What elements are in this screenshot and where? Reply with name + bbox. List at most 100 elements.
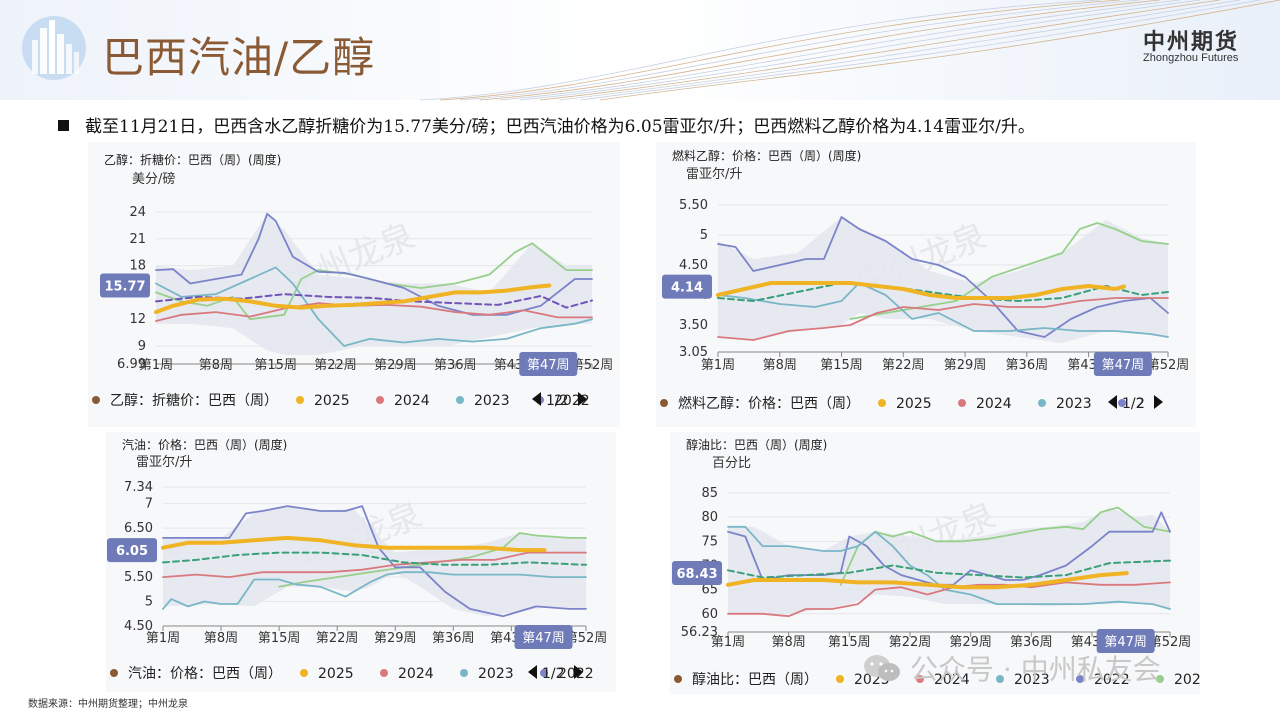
y-tick-label: 80: [701, 510, 718, 525]
legend-marker: [1038, 399, 1046, 407]
x-tick-label: 第52周: [565, 631, 608, 646]
x-tick-label: 第36周: [434, 358, 477, 373]
chart-ethanol-gasoline-ratio: 中州龙泉醇油比：巴西（周）(周度)百分比85807570656056.23第1周…: [670, 432, 1200, 694]
current-week-label: 第47周: [1102, 358, 1145, 373]
legend-marker: [380, 669, 388, 677]
series-line-mean: [162, 551, 587, 566]
legend-label: 汽油：价格：巴西（周）: [128, 666, 282, 682]
x-tick-label: 第15周: [820, 358, 863, 373]
y-axis-unit: 百分比: [712, 456, 751, 471]
x-tick-label: 第29周: [374, 358, 417, 373]
x-tick-label: 第22周: [314, 358, 357, 373]
legend-label: 2022: [1094, 672, 1130, 688]
current-value-badge: [107, 538, 157, 563]
data-source: 数据来源：中州期货整理；中州龙泉: [28, 699, 188, 710]
x-tick-label: 第15周: [254, 358, 297, 373]
series-line-2023: [717, 282, 1169, 338]
legend-marker: [916, 675, 924, 683]
y-axis-unit: 美分/磅: [132, 171, 175, 187]
legend-marker: [300, 669, 308, 677]
current-week-label: 第47周: [522, 631, 565, 646]
x-tick-label: 第8周: [763, 358, 797, 373]
y-tick-label: 75: [701, 534, 718, 549]
legend-prev-icon[interactable]: [528, 665, 537, 679]
series-line-2024: [727, 581, 1171, 618]
page-title: 巴西汽油/乙醇: [102, 33, 376, 82]
legend-marker: [660, 399, 668, 407]
legend-label: 2023: [1014, 672, 1050, 688]
y-tick-label: 5: [145, 595, 153, 610]
y-tick-label: 21: [129, 232, 146, 247]
y-tick-label: 4.50: [124, 619, 153, 634]
legend-label: 2023: [1056, 396, 1092, 412]
y-tick-label: 18: [129, 259, 146, 274]
x-tick-label: 第22周: [889, 635, 932, 650]
chart-gasoline-price: 中州龙泉汽油：价格：巴西（周）(周度)雷亚尔/升7.3476.5065.5054…: [106, 432, 616, 692]
x-tick-label: 第29周: [374, 631, 417, 646]
legend-marker: [110, 669, 118, 677]
y-tick-label: 7.34: [124, 480, 153, 495]
x-tick-label: 第52周: [571, 358, 614, 373]
series-line-2023: [162, 571, 587, 610]
y-tick-label: 3.50: [679, 318, 708, 333]
legend-label: 醇油比：巴西（周）: [692, 671, 818, 688]
wechat-text: 公众号 · 中州私友会: [910, 653, 1161, 686]
legend-label: 2024: [398, 666, 434, 682]
legend-marker: [92, 396, 100, 404]
x-tick-label: 第1周: [146, 631, 180, 646]
current-week-badge: [519, 352, 578, 376]
legend-label: 2025: [318, 666, 354, 682]
legend-label: 乙醇：折糖价：巴西（周）: [110, 392, 278, 409]
legend-prev-icon[interactable]: [532, 392, 541, 406]
legend-next-icon[interactable]: [1154, 395, 1163, 409]
legend-label: 2025: [314, 393, 350, 409]
y-tick-label: 12: [129, 312, 146, 327]
series-line-2025: [716, 281, 1126, 300]
x-tick-label: 第8周: [199, 358, 233, 373]
y-tick-label: 56.23: [681, 625, 718, 640]
x-tick-label: 第29周: [944, 358, 987, 373]
current-value-badge: [662, 274, 712, 299]
legend-next-icon[interactable]: [574, 665, 583, 679]
legend-label: 2023: [474, 393, 510, 409]
y-axis-unit: 雷亚尔/升: [686, 167, 742, 182]
legend-pager: 1/2: [542, 666, 565, 682]
y-tick-label: 5.50: [124, 570, 153, 585]
legend-marker: [836, 675, 844, 683]
series-line-2024: [717, 297, 1169, 341]
legend-marker: [376, 396, 384, 404]
series-line-2025: [161, 535, 547, 553]
legend-marker: [1076, 675, 1084, 683]
chart-svg: 中州龙泉燃料乙醇：价格：巴西（周）(周度)雷亚尔/升5.5054.5043.50…: [660, 148, 1190, 412]
legend-pager: 1/2: [546, 393, 569, 409]
series-line-2021: [839, 506, 1171, 586]
summary-text: 截至11月21日，巴西含水乙醇折糖价为15.77美分/磅；巴西汽油价格为6.05…: [85, 117, 1035, 137]
series-line-2022: [162, 505, 587, 618]
current-value-badge: [672, 561, 722, 586]
x-tick-label: 第52周: [1147, 358, 1190, 373]
legend-prev-icon[interactable]: [1108, 395, 1117, 409]
current-value-label: 6.05: [116, 544, 148, 559]
legend-marker: [1156, 675, 1164, 683]
legend-next-icon[interactable]: [578, 392, 587, 406]
legend-label: 2024: [976, 396, 1012, 412]
y-tick-label: 5: [700, 228, 708, 243]
legend-label: 燃料乙醇：价格：巴西（周）: [678, 395, 860, 412]
x-tick-label: 第52周: [1149, 635, 1192, 650]
x-tick-label: 第36周: [1010, 635, 1053, 650]
range-band: [163, 506, 586, 617]
x-tick-label: 第36周: [432, 631, 475, 646]
current-week-label: 第47周: [1104, 635, 1147, 650]
range-band: [156, 213, 592, 355]
y-tick-label: 65: [701, 583, 718, 598]
range-band: [728, 507, 1170, 614]
legend-marker: [878, 399, 886, 407]
legend-label: 2: [1136, 396, 1145, 412]
legend-label: 2024: [394, 393, 430, 409]
y-tick-label: 6.50: [124, 521, 153, 536]
x-tick-label: 第36周: [1006, 358, 1049, 373]
current-value-label: 15.77: [104, 280, 145, 295]
legend-label: 2024: [934, 672, 970, 688]
chart-svg: 中州龙泉乙醇：折糖价：巴西（周）(周度)美分/磅242118151296.99第…: [92, 152, 614, 409]
current-week-badge: [1093, 352, 1152, 376]
